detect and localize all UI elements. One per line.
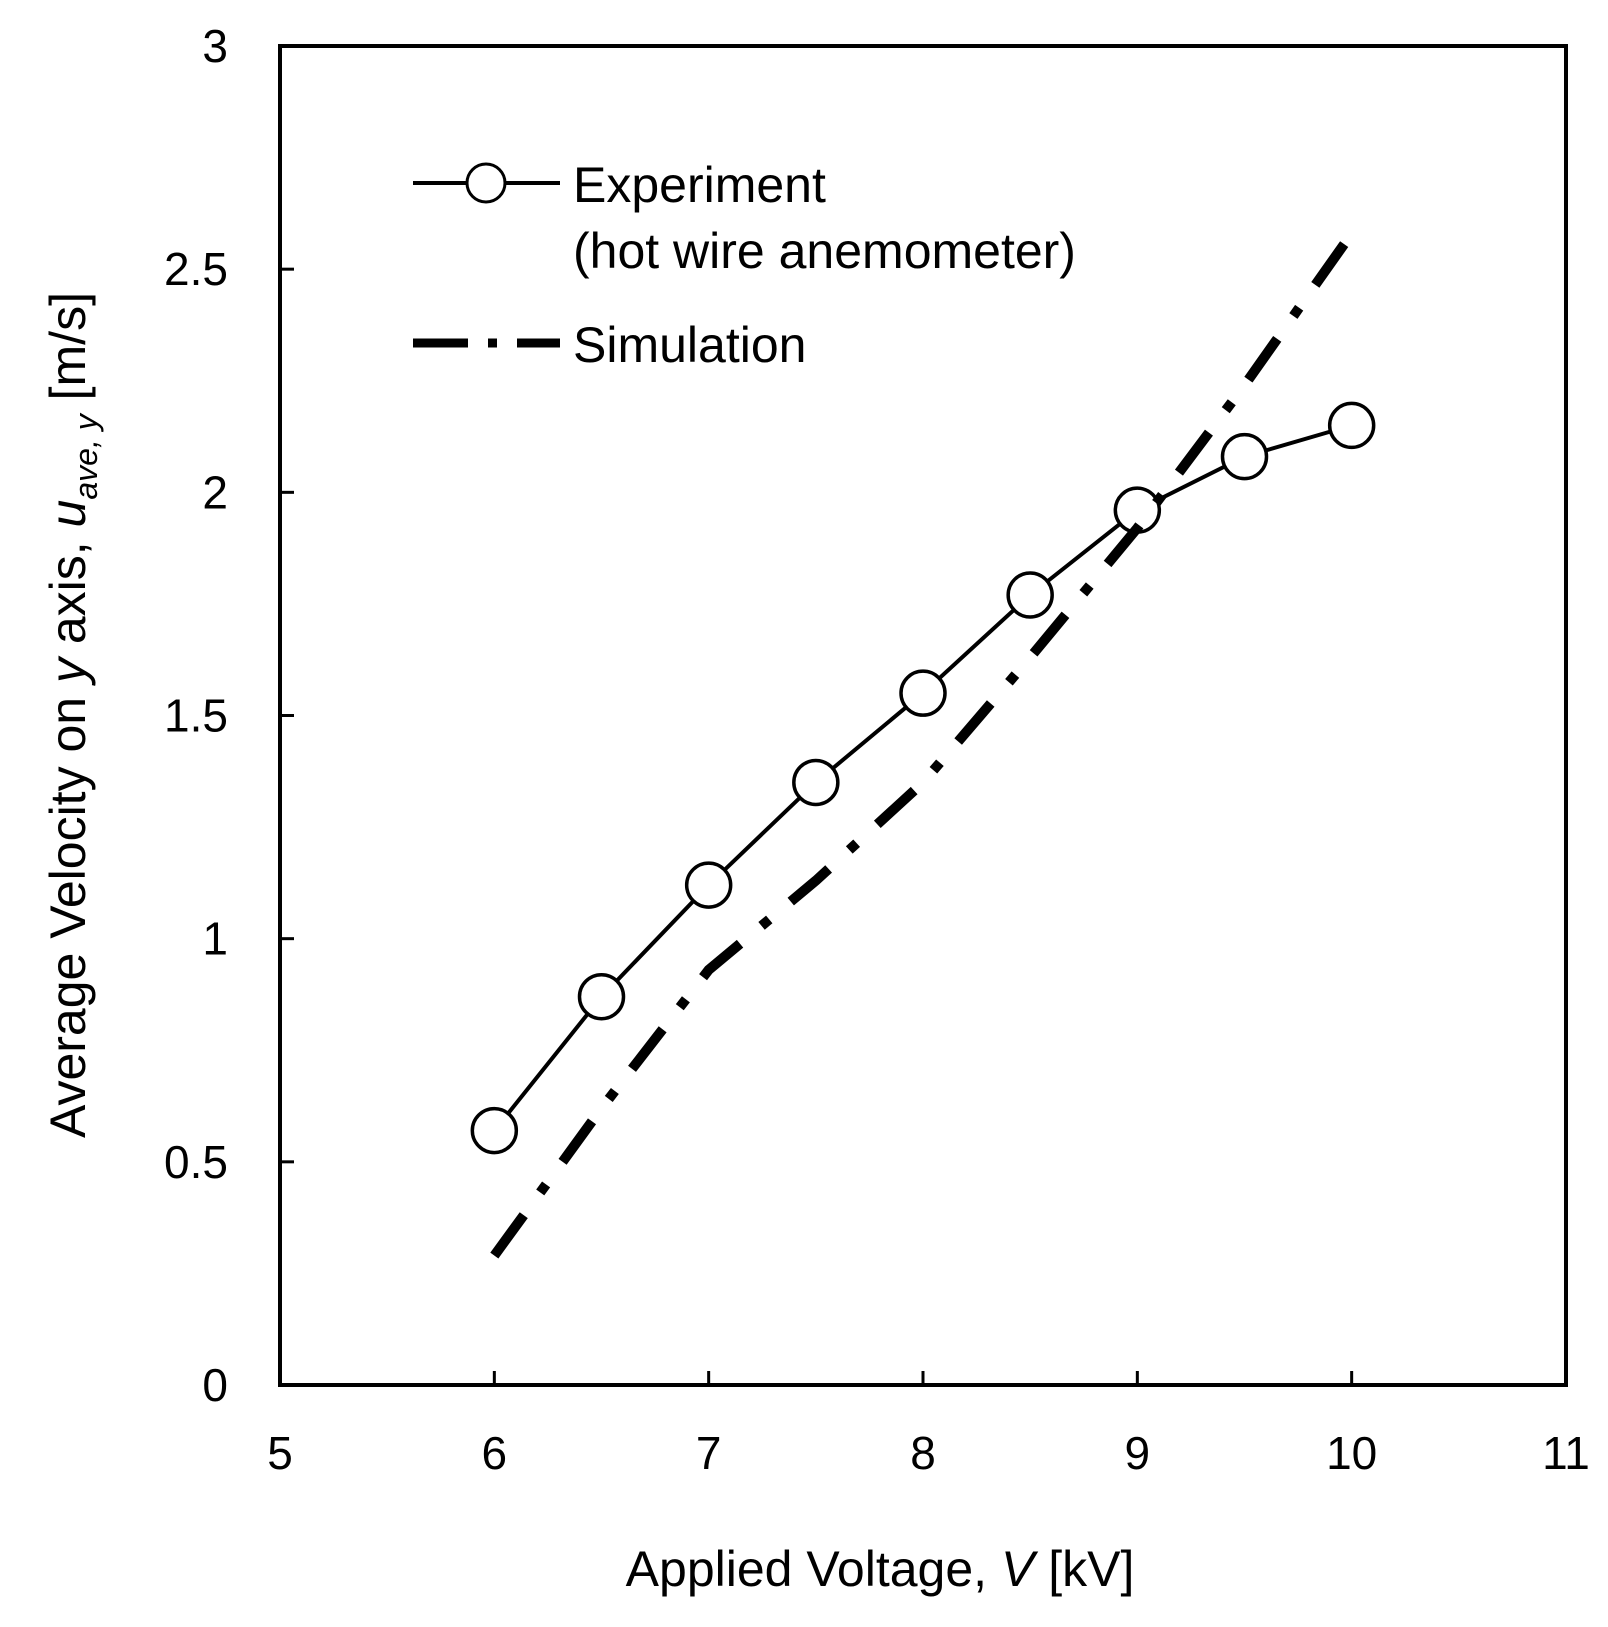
y-tick-label: 0 bbox=[202, 1359, 228, 1411]
x-tick-label: 5 bbox=[267, 1427, 293, 1479]
series-experiment-point bbox=[792, 758, 840, 807]
series-experiment-point bbox=[899, 669, 947, 717]
x-axis-title-unit: [kV] bbox=[1034, 1541, 1134, 1597]
x-axis-title-part: Applied Voltage, bbox=[626, 1541, 1001, 1597]
y-tick-label: 1 bbox=[202, 913, 228, 965]
x-axis-title: Applied Voltage, V [kV] bbox=[626, 1541, 1135, 1597]
x-tick-label: 9 bbox=[1125, 1427, 1151, 1479]
y-axis-title-axis-symbol: y bbox=[40, 655, 96, 686]
series-experiment-point bbox=[470, 1106, 519, 1155]
series-experiment-point bbox=[1327, 401, 1376, 450]
legend-simulation-label: Simulation bbox=[573, 317, 806, 373]
y-axis-title-var: u bbox=[40, 500, 96, 528]
legend-experiment-marker bbox=[465, 162, 507, 204]
legend: Experiment (hot wire anemometer) Simulat… bbox=[413, 157, 1076, 373]
series-experiment-point bbox=[1220, 432, 1269, 481]
y-tick-label: 2.5 bbox=[164, 243, 228, 295]
x-tick-label: 7 bbox=[696, 1427, 722, 1479]
y-axis-title-unit: [m/s] bbox=[40, 292, 96, 414]
series-simulation-line bbox=[490, 230, 1356, 1259]
legend-experiment-label: Experiment bbox=[573, 157, 826, 213]
series-layer bbox=[470, 230, 1376, 1259]
y-tick-label: 0.5 bbox=[164, 1136, 228, 1188]
x-axis-title-symbol: V bbox=[1001, 1541, 1039, 1597]
y-tick-label: 1.5 bbox=[164, 690, 228, 742]
x-tick-label: 8 bbox=[910, 1427, 936, 1479]
y-axis-title-part2: axis, bbox=[40, 527, 96, 658]
series-experiment-point bbox=[684, 861, 733, 909]
y-axis-title: Average Velocity on y axis, uave, y [m/s… bbox=[40, 292, 104, 1138]
y-tick-label: 3 bbox=[202, 20, 228, 72]
x-tick-label: 11 bbox=[1542, 1427, 1590, 1479]
y-axis-title-subscript: ave, y bbox=[68, 412, 104, 499]
y-axis-title-part: Average Velocity on bbox=[40, 683, 96, 1138]
x-tick-label: 6 bbox=[482, 1427, 508, 1479]
legend-experiment-sublabel: (hot wire anemometer) bbox=[573, 223, 1076, 279]
tick-layer: 5 6 7 8 9 10 11 0 0.5 1 1.5 2 2.5 3 bbox=[164, 20, 1590, 1479]
series-experiment-point bbox=[1006, 571, 1054, 619]
x-tick-label: 10 bbox=[1326, 1427, 1377, 1479]
y-tick-label: 2 bbox=[202, 466, 228, 518]
series-experiment-point bbox=[577, 972, 626, 1021]
